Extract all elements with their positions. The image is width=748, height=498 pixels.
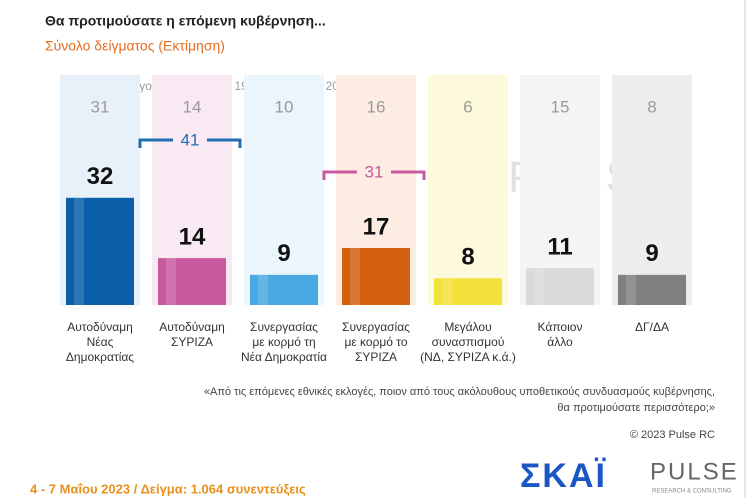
value-label: 9 (645, 240, 658, 267)
copyright: © 2023 Pulse RC (630, 429, 715, 441)
x-tick-label: ΣΥΡΙΖΑ (171, 335, 213, 349)
previous-value: 16 (367, 97, 386, 116)
previous-value: 8 (647, 97, 656, 116)
x-tick-label: συνασπισμού (432, 335, 505, 349)
x-tick-label: με κορμό τη (252, 335, 315, 349)
previous-value: 10 (275, 97, 294, 116)
bar-highlight (626, 274, 636, 305)
previous-value: 31 (91, 97, 110, 116)
column-background (244, 75, 324, 305)
bar (158, 258, 226, 305)
bracket-label: 41 (181, 130, 200, 149)
bar (434, 278, 502, 305)
x-tick-label: ΔΓ/ΔΑ (635, 320, 669, 334)
previous-value: 6 (463, 97, 472, 116)
bar (66, 197, 134, 305)
x-tick-label: (ΝΔ, ΣΥΡΙΖΑ κ.ά.) (420, 350, 516, 364)
value-label: 9 (277, 240, 290, 267)
skai-logo: ΣΚΑΪ (520, 457, 607, 495)
value-label: 17 (363, 213, 390, 240)
bracket-label: 31 (365, 162, 384, 181)
question: θα προτιμούσατε περισσότερο;» (557, 402, 715, 414)
x-tick-label: Κάποιον (538, 320, 583, 334)
x-tick-label: Αυτοδύναμη (159, 320, 225, 334)
bar-highlight (166, 258, 176, 305)
previous-value: 15 (551, 97, 570, 116)
question: «Από τις επόμενες εθνικές εκλογές, ποιον… (204, 386, 715, 398)
pulse-logo-sub: RESEARCH & CONSULTING (652, 489, 732, 495)
x-tick-label: Αυτοδύναμη (67, 320, 133, 334)
footer: 4 - 7 Μαΐου 2023 / Δείγμα: 1.064 συνεντε… (30, 481, 306, 496)
x-tick-label: ΣΥΡΙΖΑ (355, 350, 397, 364)
bar (618, 274, 686, 305)
x-tick-label: με κορμό το (344, 335, 407, 349)
x-tick-label: άλλο (547, 335, 573, 349)
x-tick-label: Δημοκρατίας (66, 350, 134, 364)
bracket (138, 138, 242, 148)
value-label: 11 (547, 233, 572, 260)
value-label: 8 (461, 244, 474, 271)
x-tick-label: Νέα Δημοκρατία (241, 350, 327, 364)
bar-highlight (442, 278, 452, 305)
bar (250, 274, 318, 305)
bar-highlight (534, 268, 544, 305)
value-label: 14 (179, 223, 206, 250)
x-tick-label: Νέας (87, 335, 114, 349)
column-background (428, 75, 508, 305)
x-tick-label: Μεγάλου (444, 320, 491, 334)
bracket (322, 170, 426, 180)
column-background (612, 75, 692, 305)
bar (526, 268, 594, 305)
previous-value: 14 (183, 97, 202, 116)
x-tick-label: Συνεργασίας (250, 320, 318, 334)
bar (342, 248, 410, 305)
bar-highlight (258, 274, 268, 305)
chart-title: Θα προτιμούσατε η επόμενη κυβέρνηση... (45, 13, 326, 29)
bar-highlight (74, 197, 84, 305)
bar-highlight (350, 248, 360, 305)
x-tick-label: Συνεργασίας (342, 320, 410, 334)
column-background (520, 75, 600, 305)
chart-subtitle: Σύνολο δείγματος (Εκτίμηση) (45, 38, 225, 54)
value-label: 32 (87, 163, 114, 190)
pulse-logo: PULSE (650, 458, 739, 485)
